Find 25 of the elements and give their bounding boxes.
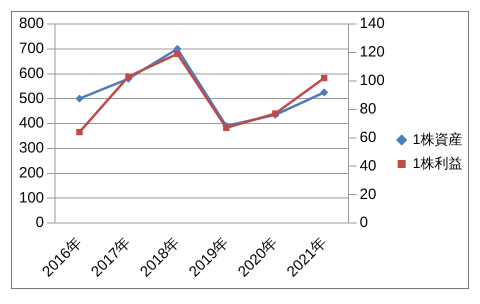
y-tick-label: 700	[18, 40, 44, 58]
y-tick-label: 200	[18, 164, 44, 182]
y-tick-label: 0	[36, 214, 44, 232]
y2-tick-label: 40	[360, 157, 376, 174]
legend-label: 1株利益	[412, 154, 462, 171]
y2-tick-label: 140	[360, 15, 385, 32]
legend-label: 1株資産	[412, 130, 462, 147]
y-tick-label: 600	[18, 64, 44, 82]
y-tick-label: 500	[18, 90, 44, 107]
y-tick-label: 800	[18, 15, 44, 32]
y-tick-label: 400	[18, 114, 44, 132]
point	[223, 124, 230, 131]
y2-tick-label: 80	[360, 100, 376, 118]
y2-tick-label: 20	[360, 186, 376, 203]
y2-tick-label: 100	[360, 72, 385, 90]
point	[320, 88, 328, 96]
y2-tick-label: 60	[360, 128, 376, 146]
y2-tick-label: 120	[360, 44, 385, 61]
y-tick-label: 100	[18, 189, 44, 206]
y2-tick-label: 0	[360, 214, 368, 232]
point	[174, 50, 181, 58]
point	[320, 74, 328, 82]
point	[125, 73, 132, 80]
y-tick-label: 300	[18, 140, 44, 157]
point	[75, 94, 84, 103]
